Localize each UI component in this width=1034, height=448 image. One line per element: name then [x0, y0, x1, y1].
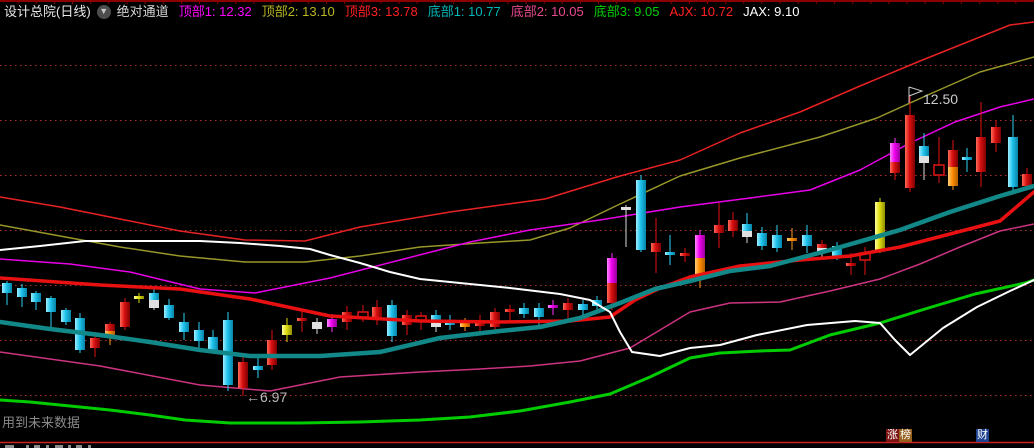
indicator-value: JAX: 9.10: [743, 4, 800, 19]
stock-title: 设计总院(日线): [4, 4, 91, 19]
indicator-value: AJX: 10.72: [669, 4, 734, 19]
indicator-value: 底部3: 9.05: [593, 4, 660, 19]
price-annotation: ←6.97: [246, 389, 287, 405]
indicator-line-顶部2: [0, 56, 1034, 263]
indicator-value: 底部2: 10.05: [510, 4, 584, 19]
finance-button[interactable]: 财: [976, 429, 989, 442]
indicator-line-JAX: [0, 240, 1034, 357]
indicator-line-AJX: [0, 190, 1034, 324]
indicator-line-底部1: [0, 183, 1034, 359]
indicator-line-底部2: [0, 223, 1034, 392]
flag-icon: [908, 86, 924, 97]
top-axis: [0, 0, 1034, 4]
future-data-warning: 用到未来数据: [2, 415, 81, 430]
annotations: 12.50 ←6.97: [246, 86, 958, 405]
rank-button[interactable]: 榜: [899, 429, 912, 442]
indicator-name[interactable]: 绝对通道: [116, 4, 169, 19]
indicator-line-顶部3: [0, 21, 1034, 242]
indicator-values: 顶部1: 12.32 顶部2: 13.10 顶部3: 13.78 底部1: 10.77…: [179, 3, 810, 20]
price-annotation: 12.50: [923, 91, 958, 107]
candles: [2, 95, 1032, 396]
chart-header: 设计总院(日线) ▼ 绝对通道 顶部1: 12.32 顶部2: 13.10 顶部3:…: [4, 3, 809, 20]
indicator-value: 底部1: 10.77: [427, 4, 501, 19]
indicator-line-顶部1: [0, 98, 1034, 294]
indicator-value: 顶部3: 13.78: [344, 4, 418, 19]
rise-rank-button[interactable]: 涨: [886, 429, 899, 442]
indicator-value: 顶部2: 13.10: [261, 4, 335, 19]
cutoff-status-bar: [0, 444, 1034, 448]
indicator-value: 顶部1: 12.32: [178, 4, 252, 19]
chevron-down-icon[interactable]: ▼: [96, 4, 111, 19]
